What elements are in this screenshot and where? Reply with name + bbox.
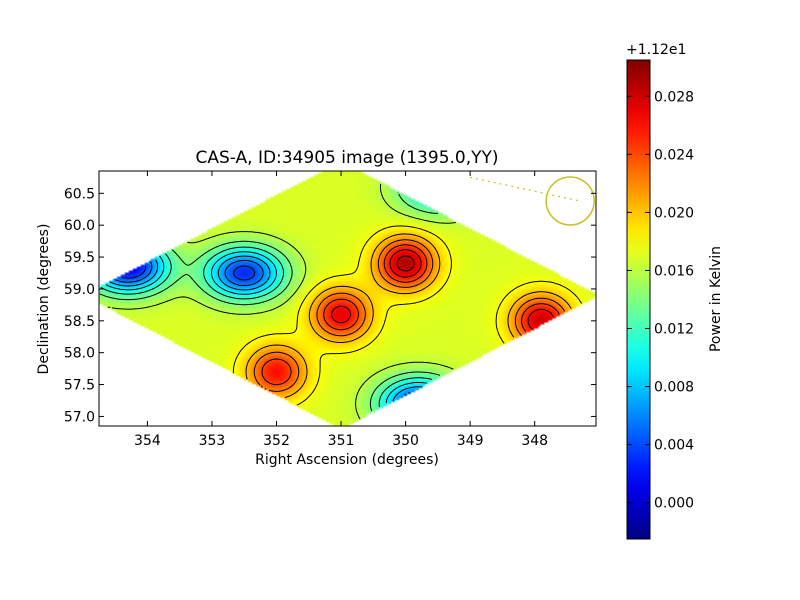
- y-tick-label: 57.5: [64, 378, 95, 394]
- colorbar-tick-label: 0.020: [654, 205, 694, 221]
- y-tick-label: 59.0: [64, 282, 95, 298]
- x-tick-label: 354: [134, 433, 161, 449]
- map-frame: [98, 170, 597, 427]
- chart-title: CAS-A, ID:34905 image (1395.0,YY): [195, 148, 498, 168]
- colorbar-offset-text: +1.12e1: [626, 42, 686, 58]
- colorbar-tick-label: 0.004: [654, 438, 694, 454]
- y-tick-label: 58.0: [64, 346, 95, 362]
- y-tick-label: 60.5: [64, 186, 95, 202]
- colorbar-gradient: [627, 60, 650, 539]
- y-tick-label: 59.5: [64, 250, 95, 266]
- contour-line: [396, 255, 415, 272]
- y-ticks: 57.0 57.5 58.0 58.5 59.0 59.5 60.0 60.5: [64, 186, 596, 425]
- x-tick-label: 353: [199, 433, 226, 449]
- beam-dotted-line: [470, 176, 580, 202]
- contour-line: [109, 255, 423, 402]
- beam-circle: [545, 176, 595, 226]
- colorbar-frame: [626, 59, 651, 540]
- colorbar-tick-label: 0.028: [654, 89, 694, 105]
- contour-line: [121, 265, 256, 281]
- contour-line: [107, 183, 456, 420]
- contour-lines: [99, 183, 583, 420]
- colorbar-label: Power in Kelvin: [708, 246, 724, 352]
- colorbar-tick-label: 0.000: [654, 496, 694, 512]
- contour-line: [100, 246, 433, 408]
- heatmap-image: [99, 171, 596, 426]
- colorbar: 0.000 0.004 0.008 0.012 0.016 0.020 0.024 0.028…: [626, 42, 724, 540]
- y-tick-label: 60.0: [64, 218, 95, 234]
- y-tick-label: 57.0: [64, 409, 95, 425]
- contour-line: [105, 251, 427, 404]
- contour-line: [99, 191, 441, 412]
- y-axis-label: Declination (degrees): [36, 224, 52, 375]
- x-axis-label: Right Ascension (degrees): [255, 452, 439, 468]
- colorbar-tick-label: 0.008: [654, 380, 694, 396]
- x-ticks: 354 353 352 351 350 349 348: [134, 171, 548, 449]
- x-tick-label: 349: [457, 433, 484, 449]
- contour-line: [245, 233, 572, 398]
- contour-line: [261, 244, 560, 386]
- contour-line: [253, 239, 566, 392]
- x-tick-label: 348: [521, 433, 548, 449]
- y-tick-label: 58.5: [64, 314, 95, 330]
- colorbar-ticks: 0.000 0.004 0.008 0.012 0.016 0.020 0.024 0.028: [627, 89, 694, 512]
- x-tick-label: 352: [263, 433, 290, 449]
- x-tick-label: 351: [328, 433, 355, 449]
- colorbar-tick-label: 0.024: [654, 147, 694, 163]
- contour-line: [232, 225, 583, 406]
- colorbar-tick-label: 0.016: [654, 263, 694, 279]
- colorbar-tick-label: 0.012: [654, 322, 694, 338]
- x-tick-label: 350: [392, 433, 419, 449]
- contour-line: [114, 260, 411, 396]
- beam-annotations: [470, 176, 595, 226]
- contour-line: [331, 249, 555, 330]
- map-axes: 354 353 352 351 350 349 348 57.0 57.5 58.0 58.5 59…: [36, 148, 597, 468]
